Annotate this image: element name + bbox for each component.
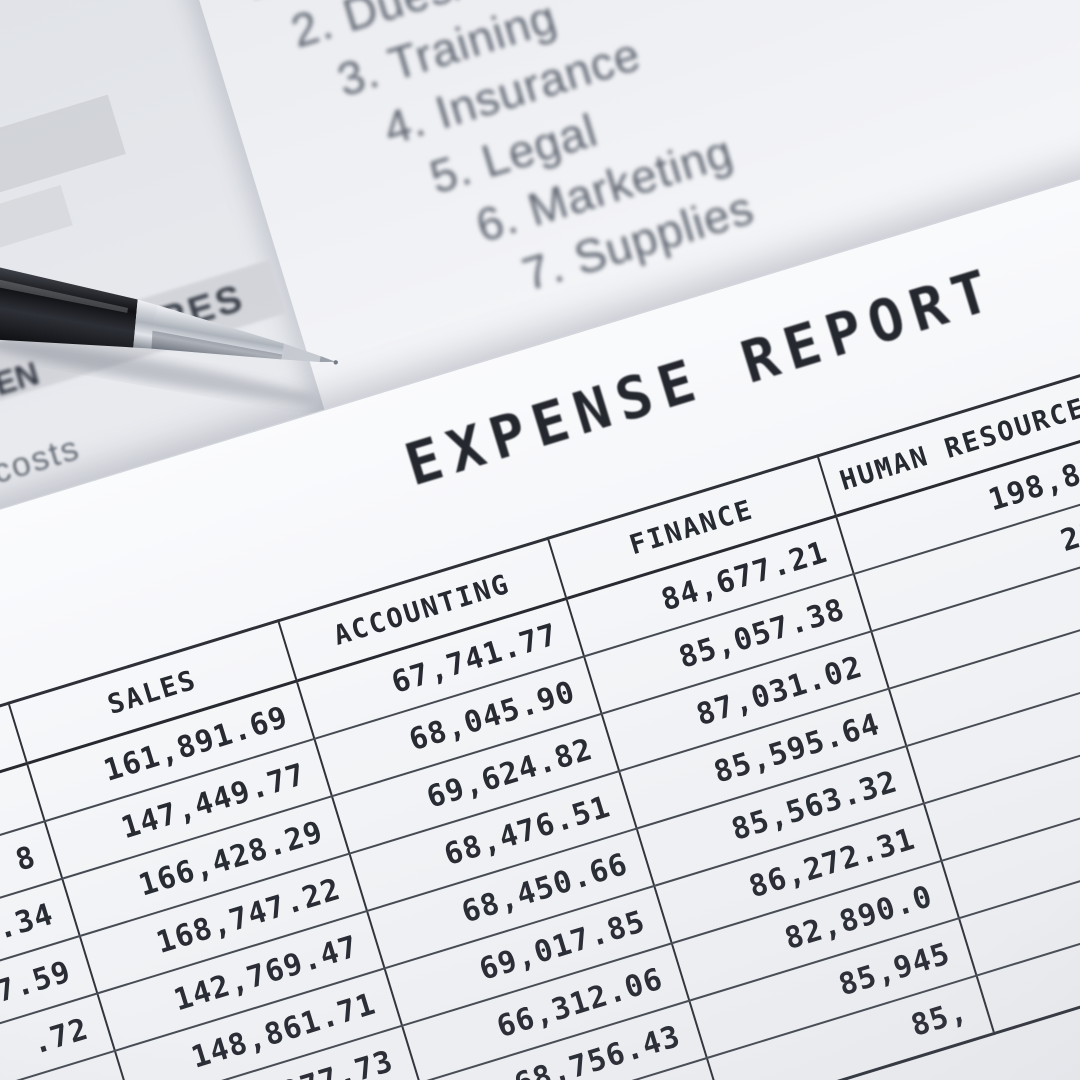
pen-barrel: [0, 265, 138, 348]
pen-tip-section: [281, 343, 321, 363]
pen-chrome-ring: [133, 299, 158, 349]
pen-tip-cone: [319, 356, 336, 363]
pen-cone-shade: [151, 330, 283, 360]
pen-barrel-highlight: [0, 277, 129, 313]
pen-shadow: [0, 337, 315, 402]
pen-chrome-cone: [151, 304, 285, 360]
pen-ball-point: [333, 360, 338, 365]
costs-text-fragment: costs: [0, 428, 85, 492]
ballpoint-pen: [0, 262, 408, 429]
